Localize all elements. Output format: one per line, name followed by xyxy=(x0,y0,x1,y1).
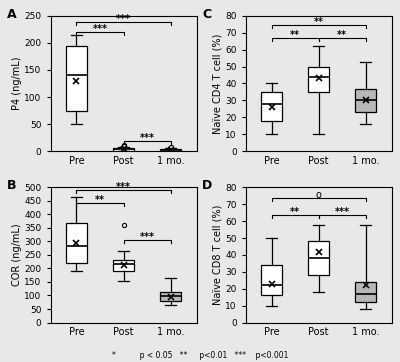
PathPatch shape xyxy=(261,265,282,295)
Text: ***: *** xyxy=(116,182,131,193)
PathPatch shape xyxy=(308,67,329,92)
Text: **: ** xyxy=(314,17,324,27)
Text: o: o xyxy=(316,190,322,200)
PathPatch shape xyxy=(113,148,134,151)
Text: ***: *** xyxy=(335,207,350,217)
Text: **: ** xyxy=(95,195,105,205)
PathPatch shape xyxy=(308,241,329,275)
Text: **: ** xyxy=(290,207,300,217)
Y-axis label: P4 (ng/mL): P4 (ng/mL) xyxy=(12,57,22,110)
Text: **: ** xyxy=(290,30,300,41)
Text: C: C xyxy=(202,8,211,21)
PathPatch shape xyxy=(160,292,181,301)
PathPatch shape xyxy=(66,223,87,263)
PathPatch shape xyxy=(160,149,181,151)
Text: ***: *** xyxy=(140,232,155,242)
Y-axis label: Naïve CD8 T cell (%): Naïve CD8 T cell (%) xyxy=(212,205,222,305)
Text: D: D xyxy=(202,179,212,192)
Text: *          p < 0.05   **     p<0.01   ***    p<0.001: * p < 0.05 ** p<0.01 *** p<0.001 xyxy=(112,351,288,360)
PathPatch shape xyxy=(261,92,282,121)
PathPatch shape xyxy=(66,46,87,110)
Text: B: B xyxy=(7,179,16,192)
Text: ***: *** xyxy=(140,133,155,143)
Text: ***: *** xyxy=(92,24,108,34)
Text: ***: *** xyxy=(116,14,131,24)
Text: **: ** xyxy=(337,30,347,41)
Y-axis label: Naïve CD4 T cell (%): Naïve CD4 T cell (%) xyxy=(212,33,222,134)
Y-axis label: COR (ng/mL): COR (ng/mL) xyxy=(12,224,22,286)
PathPatch shape xyxy=(355,282,376,302)
Text: A: A xyxy=(7,8,16,21)
PathPatch shape xyxy=(355,89,376,112)
PathPatch shape xyxy=(113,260,134,271)
